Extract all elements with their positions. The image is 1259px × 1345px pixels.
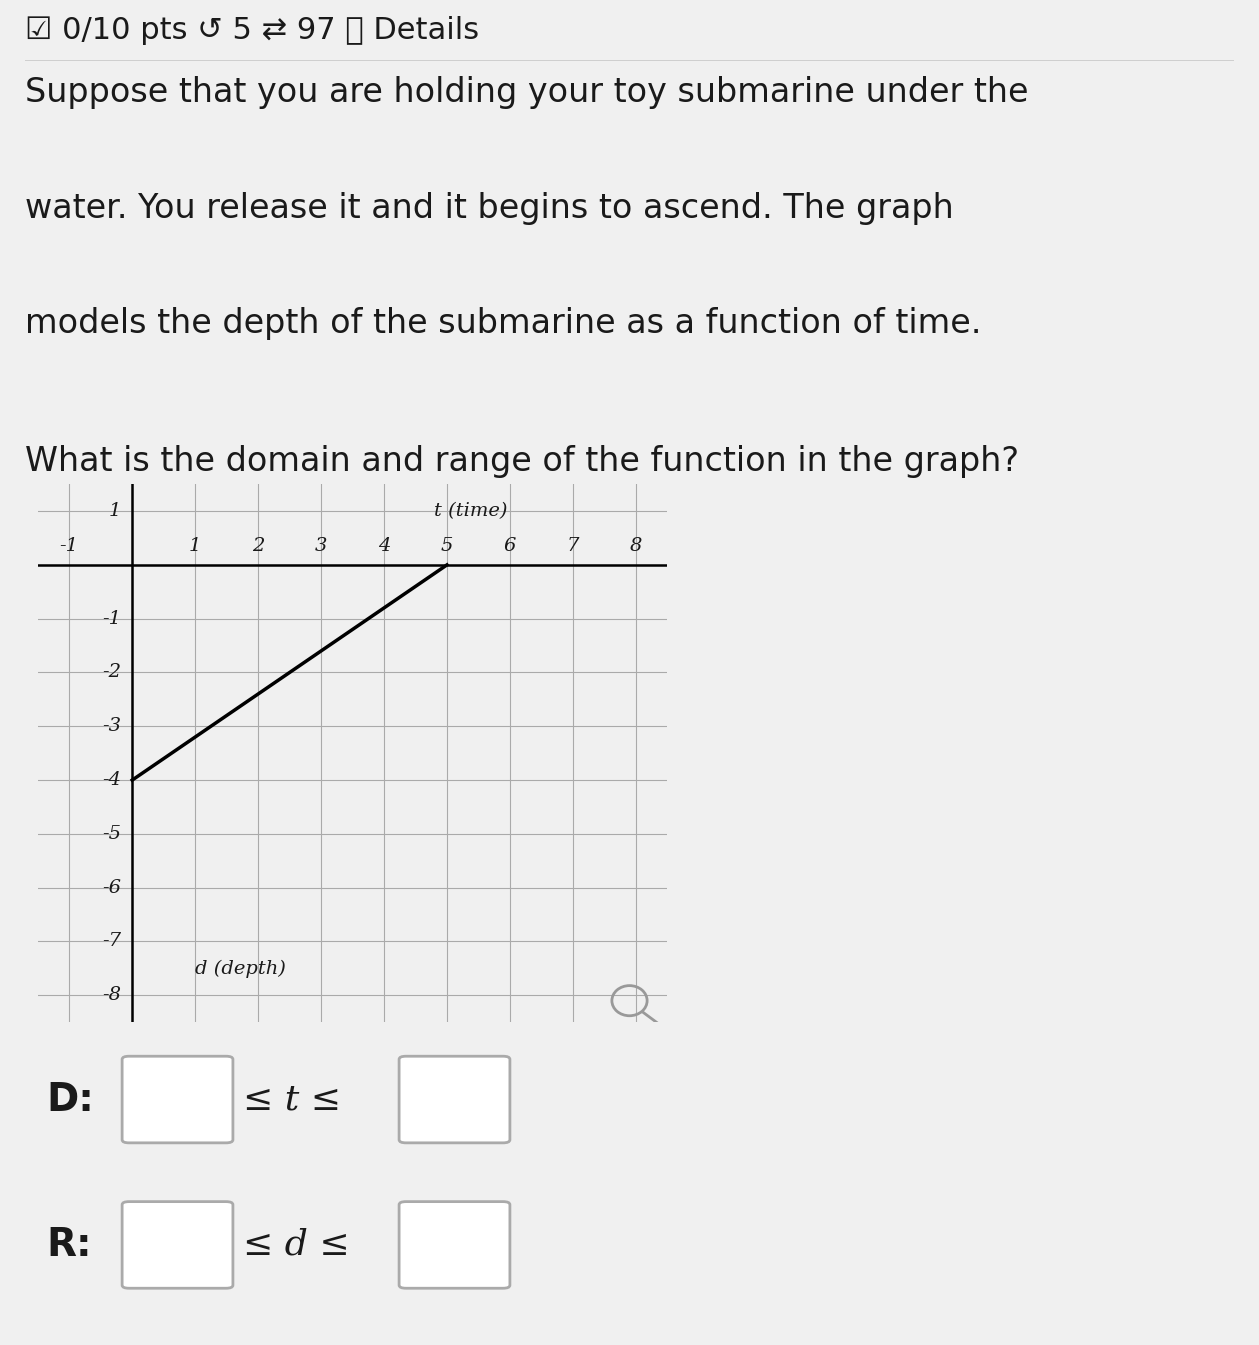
Text: 7: 7 (567, 537, 579, 555)
FancyBboxPatch shape (122, 1201, 233, 1289)
Text: -1: -1 (59, 537, 79, 555)
Text: 1: 1 (108, 502, 121, 521)
Text: 4: 4 (378, 537, 390, 555)
Text: water. You release it and it begins to ascend. The graph: water. You release it and it begins to a… (25, 191, 954, 225)
Text: 1: 1 (189, 537, 201, 555)
Text: What is the domain and range of the function in the graph?: What is the domain and range of the func… (25, 444, 1020, 477)
Text: -7: -7 (102, 932, 121, 951)
Text: R:: R: (47, 1225, 92, 1264)
Text: -1: -1 (102, 609, 121, 628)
Text: ☑ 0/10 pts ↺ 5 ⇄ 97 ⓘ Details: ☑ 0/10 pts ↺ 5 ⇄ 97 ⓘ Details (25, 16, 480, 46)
Text: 5: 5 (441, 537, 453, 555)
FancyBboxPatch shape (399, 1056, 510, 1143)
Text: 6: 6 (504, 537, 516, 555)
Text: -6: -6 (102, 878, 121, 897)
Text: 2: 2 (252, 537, 264, 555)
Text: models the depth of the submarine as a function of time.: models the depth of the submarine as a f… (25, 307, 982, 340)
Text: -4: -4 (102, 771, 121, 790)
Text: -5: -5 (102, 824, 121, 843)
Text: d (depth): d (depth) (195, 959, 286, 978)
Text: -8: -8 (102, 986, 121, 1005)
Text: ≤ d ≤: ≤ d ≤ (243, 1228, 350, 1262)
Text: 8: 8 (630, 537, 642, 555)
Text: -3: -3 (102, 717, 121, 736)
FancyBboxPatch shape (399, 1201, 510, 1289)
Text: -2: -2 (102, 663, 121, 682)
Text: t (time): t (time) (434, 502, 507, 521)
Text: 3: 3 (315, 537, 327, 555)
Text: D:: D: (47, 1080, 94, 1119)
Text: Suppose that you are holding your toy submarine under the: Suppose that you are holding your toy su… (25, 77, 1029, 109)
FancyBboxPatch shape (122, 1056, 233, 1143)
Text: ≤ t ≤: ≤ t ≤ (243, 1083, 341, 1116)
